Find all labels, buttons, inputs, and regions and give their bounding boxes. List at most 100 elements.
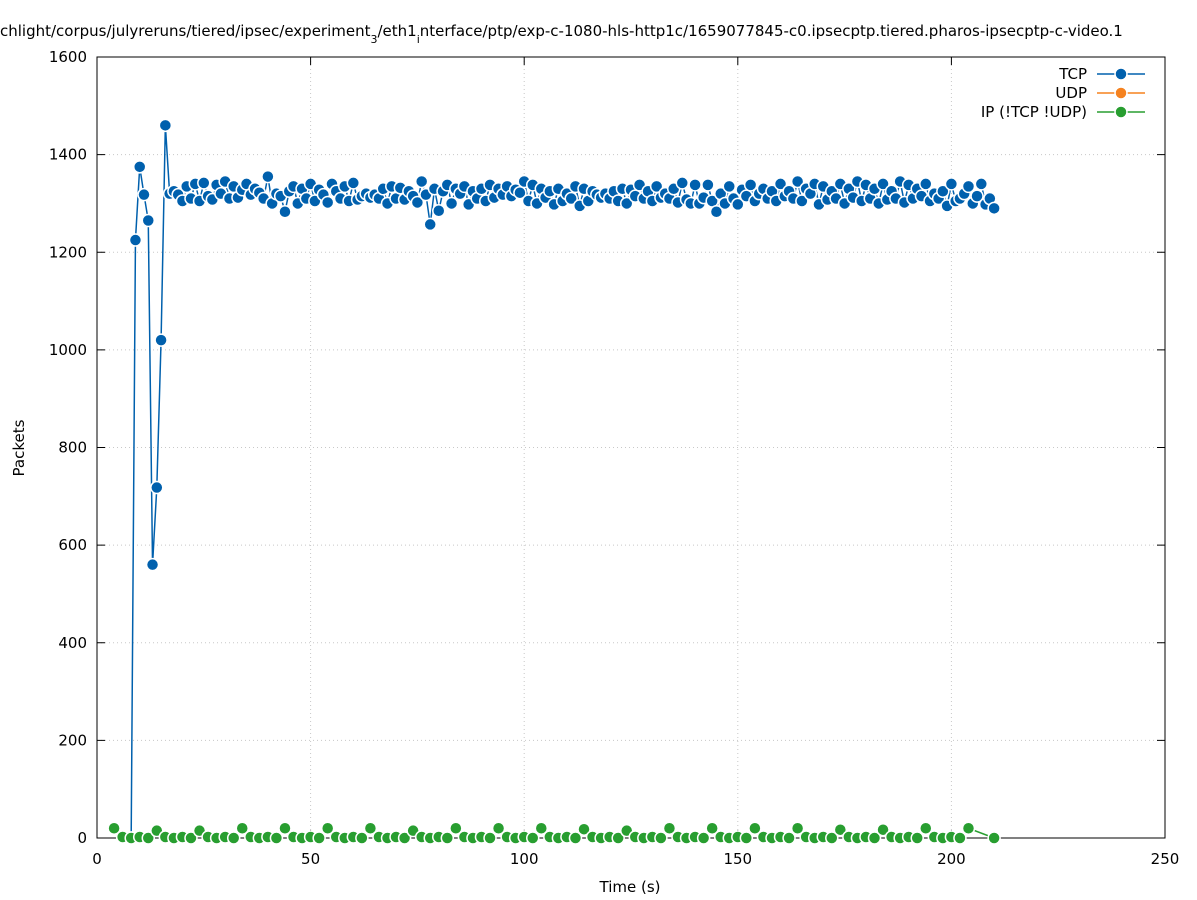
- point: [145, 557, 160, 572]
- point: [355, 831, 369, 845]
- point: [564, 191, 578, 206]
- point: [705, 821, 719, 835]
- point: [346, 176, 361, 190]
- point: [970, 189, 984, 203]
- point: [269, 831, 284, 845]
- point: [773, 177, 788, 191]
- y-tick-label: 800: [58, 439, 87, 457]
- point: [739, 831, 754, 845]
- point: [278, 821, 292, 835]
- y-tick-label: 200: [58, 731, 87, 749]
- point: [141, 213, 156, 228]
- point: [483, 831, 497, 845]
- point: [197, 176, 211, 190]
- point: [141, 831, 156, 845]
- legend-label: IP (!TCP !UDP): [981, 103, 1087, 121]
- title-part: chlight/corpus/julyreruns/tiered/ipsec/e…: [0, 22, 371, 40]
- point: [107, 821, 121, 835]
- point: [910, 831, 924, 845]
- y-tick-label: 600: [58, 536, 87, 554]
- point: [782, 831, 796, 845]
- grid: [96, 56, 1166, 839]
- point: [748, 821, 762, 835]
- point: [688, 178, 702, 192]
- point: [876, 822, 890, 837]
- point: [568, 831, 583, 845]
- y-tick-label: 0: [77, 829, 87, 847]
- y-tick-label: 1000: [49, 341, 87, 359]
- x-tick-label: 250: [1151, 850, 1180, 868]
- legend-label: UDP: [1055, 84, 1087, 102]
- x-axis-label: Time (s): [599, 878, 661, 896]
- point: [491, 821, 506, 835]
- point: [944, 177, 959, 191]
- y-axis-label: Packets: [10, 419, 28, 476]
- point: [513, 185, 527, 200]
- point: [987, 201, 1001, 216]
- point: [312, 831, 326, 845]
- point: [444, 196, 459, 211]
- point: [709, 204, 724, 219]
- y-tick-label: 1600: [49, 48, 87, 66]
- point: [936, 184, 950, 198]
- point: [833, 822, 848, 837]
- point: [449, 821, 463, 835]
- point: [363, 821, 378, 835]
- x-tick-label: 50: [301, 850, 320, 868]
- point: [154, 333, 168, 347]
- point: [235, 821, 249, 835]
- y-tick-label: 400: [58, 634, 87, 652]
- point: [414, 174, 429, 189]
- point: [150, 480, 164, 495]
- point: [649, 179, 664, 194]
- point: [961, 179, 976, 194]
- point: [128, 233, 143, 247]
- point: [137, 187, 151, 202]
- title-part: i: [417, 33, 420, 46]
- title-part: 3: [370, 33, 377, 46]
- x-tick-label: 0: [92, 850, 102, 868]
- point: [825, 831, 839, 845]
- point: [696, 831, 711, 845]
- point: [525, 831, 540, 845]
- series-line: [130, 125, 995, 839]
- point: [397, 831, 412, 845]
- point: [440, 831, 455, 845]
- y-tick-label: 1200: [49, 243, 87, 261]
- point: [432, 204, 446, 218]
- point: [974, 177, 989, 191]
- chart-title: chlight/corpus/julyreruns/tiered/ipsec/e…: [0, 22, 1123, 46]
- point: [919, 177, 933, 191]
- point: [158, 118, 173, 133]
- title-part: nterface/ptp/exp-c-1080-hls-http1c/16590…: [420, 22, 1123, 40]
- point: [261, 169, 275, 184]
- x-tick-label: 100: [510, 850, 539, 868]
- point: [611, 831, 625, 845]
- point: [278, 204, 292, 219]
- point: [867, 831, 882, 845]
- point: [919, 821, 933, 835]
- point: [743, 178, 758, 192]
- point: [619, 196, 634, 211]
- point: [226, 831, 241, 845]
- legend-marker: [1114, 105, 1128, 119]
- point: [795, 194, 809, 208]
- legend-marker: [1114, 86, 1128, 100]
- point: [790, 174, 805, 189]
- point: [184, 831, 198, 845]
- point: [410, 195, 425, 210]
- legend-label: TCP: [1058, 65, 1087, 83]
- point: [534, 821, 549, 835]
- point: [790, 821, 805, 835]
- point: [662, 821, 677, 835]
- point: [953, 831, 967, 845]
- point: [961, 821, 976, 835]
- x-tick-label: 200: [937, 850, 966, 868]
- point: [876, 177, 890, 191]
- legend-marker: [1114, 67, 1128, 81]
- point: [701, 178, 715, 192]
- point: [320, 195, 335, 210]
- point: [987, 831, 1001, 845]
- point: [577, 822, 591, 836]
